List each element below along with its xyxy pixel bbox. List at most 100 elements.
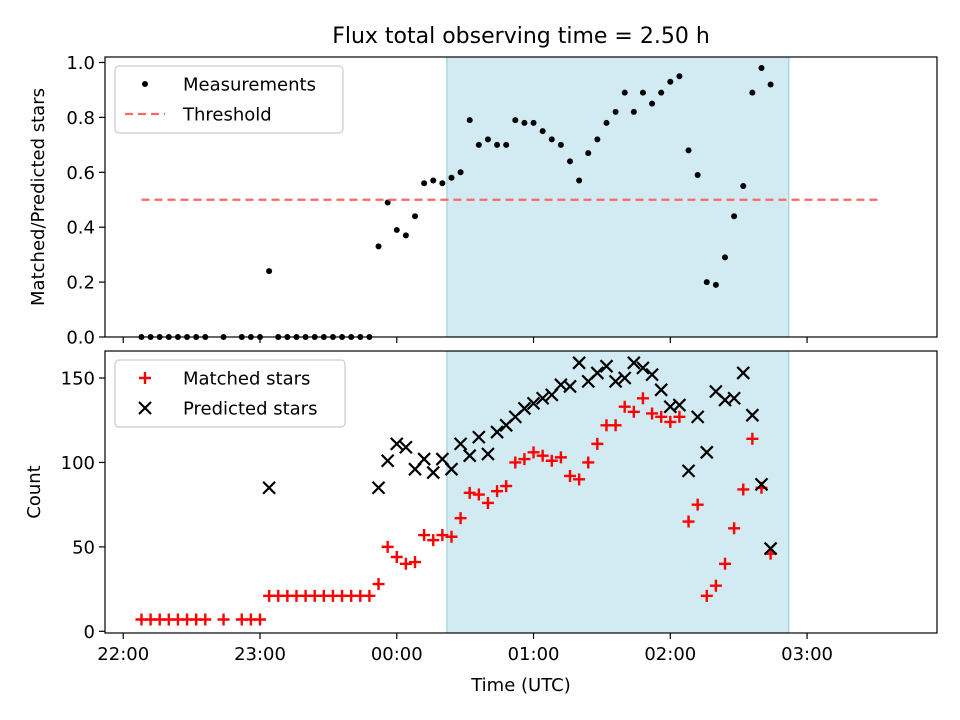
matched-star-point: [664, 415, 677, 428]
measurement-point: [412, 213, 419, 220]
matched-star-point: [527, 446, 540, 459]
measurement-point: [375, 243, 382, 250]
y-tick-label: 0.0: [66, 328, 95, 349]
predicted-star-point: [627, 356, 641, 370]
y-tick-label: 100: [61, 453, 95, 474]
measurement-point: [266, 268, 273, 275]
star-count-points: [135, 356, 778, 626]
measurement-point: [585, 150, 592, 157]
y-tick-label: 1.0: [66, 53, 95, 74]
predicted-star-point: [617, 371, 632, 385]
matched-star-point: [691, 498, 704, 511]
measurement-point: [740, 183, 747, 190]
measurement-point: [484, 136, 491, 143]
measurement-point: [685, 147, 692, 154]
measurement-point: [639, 89, 646, 96]
top-y-axis-label: Matched/Predicted stars: [28, 88, 49, 306]
measurement-point: [594, 136, 601, 143]
bottom-y-axis-label: Count: [24, 465, 45, 518]
observing-window-band: [446, 350, 790, 634]
predicted-star-point: [472, 430, 486, 444]
measurement-point: [557, 141, 564, 148]
matched-star-point: [646, 407, 659, 420]
predicted-star-point: [572, 356, 586, 370]
measurement-point: [530, 119, 537, 126]
matched-star-point: [418, 529, 431, 542]
legend-matched-swatch: [139, 372, 151, 384]
matched-star-point: [655, 410, 668, 423]
matched-star-point: [700, 589, 713, 602]
chart-title: Flux total observing time = 2.50 h: [332, 24, 710, 49]
predicted-star-point: [490, 425, 504, 439]
predicted-star-point: [444, 462, 459, 476]
x-tick-label: 00:00: [371, 644, 423, 665]
measurement-point: [749, 89, 756, 96]
measurement-point: [430, 177, 437, 184]
predicted-star-point: [754, 477, 769, 492]
top-axes-frame: [104, 56, 938, 338]
matched-star-point: [573, 473, 586, 486]
y-tick-label: 0.2: [66, 273, 95, 294]
measurement-point: [503, 141, 510, 148]
measurement-point: [667, 78, 674, 85]
measurement-point: [548, 136, 555, 143]
matched-star-point: [536, 449, 549, 462]
predicted-star-point: [727, 391, 741, 406]
matched-star-point: [481, 496, 494, 509]
measurement-point: [539, 128, 546, 135]
predicted-star-point: [690, 410, 705, 424]
x-tick-label: 01:00: [508, 644, 560, 665]
predicted-star-point: [462, 448, 477, 463]
x-axis-label: Time (UTC): [470, 675, 571, 696]
matched-star-point: [618, 400, 631, 413]
measurement-point: [630, 108, 637, 115]
measurement-point: [694, 172, 701, 179]
legend-label: Predicted stars: [183, 399, 317, 420]
measurement-point: [494, 141, 501, 148]
predicted-star-point: [535, 391, 550, 406]
matched-star-point: [363, 589, 376, 602]
matched-star-point: [381, 540, 394, 553]
matched-star-point: [709, 579, 722, 592]
legend-measurement-swatch: [142, 81, 148, 87]
measurement-point: [384, 199, 391, 206]
legend-label: Matched stars: [183, 369, 310, 390]
matched-star-point: [427, 534, 440, 547]
y-tick-label: 0.8: [66, 108, 95, 129]
matched-star-point: [509, 456, 522, 469]
matched-star-point: [728, 522, 741, 535]
legend-label: Threshold: [182, 105, 272, 126]
predicted-star-point: [763, 541, 778, 556]
x-tick-label: 03:00: [781, 644, 833, 665]
measurement-point: [512, 117, 519, 124]
matched-star-point: [491, 485, 504, 498]
predicted-star-point: [526, 396, 541, 411]
measurement-point: [722, 254, 729, 261]
predicted-star-point: [745, 408, 760, 422]
matched-star-point: [609, 419, 622, 432]
observing-window-shade: [446, 350, 790, 634]
y-tick-label: 50: [72, 537, 95, 558]
matched-star-point: [545, 454, 558, 467]
observing-window-band: [446, 56, 790, 338]
predicted-star-point: [736, 366, 751, 380]
matched-star-point: [719, 557, 732, 570]
matched-star-point: [737, 483, 750, 496]
predicted-star-point: [399, 440, 413, 455]
predicted-star-point: [380, 453, 395, 468]
measurement-point: [448, 174, 455, 181]
measurement-point: [658, 89, 665, 96]
y-tick-label: 0.6: [66, 163, 95, 184]
matched-star-point: [636, 392, 649, 405]
predicted-star-point: [636, 361, 650, 375]
legend-box: [114, 65, 344, 134]
measurement-point: [521, 119, 528, 126]
legend-box: [114, 359, 346, 428]
legend-label: Measurements: [183, 75, 316, 96]
measurement-point: [767, 81, 774, 88]
predicted-star-point: [426, 465, 441, 480]
matched-star-point: [454, 512, 467, 525]
measurement-point: [676, 73, 683, 80]
y-tick-label: 0: [84, 622, 95, 643]
